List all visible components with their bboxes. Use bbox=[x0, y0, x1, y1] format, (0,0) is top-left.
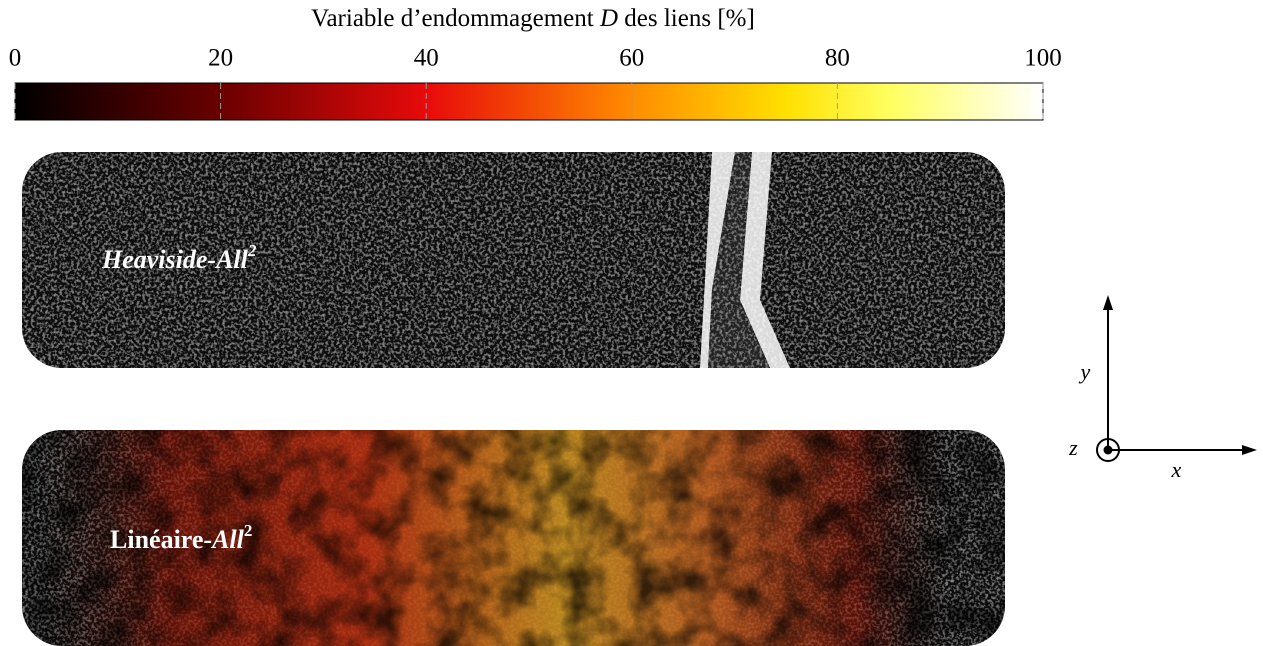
tick-label: 60 bbox=[619, 45, 644, 72]
axis-triad bbox=[1096, 302, 1250, 462]
simulation-panel bbox=[22, 430, 1005, 646]
arrow-head bbox=[1103, 295, 1113, 310]
label-text: Linéaire- bbox=[110, 525, 212, 554]
specimen bbox=[22, 152, 1005, 368]
colorbar-ticks: 0 20 40 60 80 100 bbox=[9, 45, 1062, 120]
tick-label: 20 bbox=[208, 45, 233, 72]
tick-label: 0 bbox=[9, 45, 22, 72]
crack-zone bbox=[708, 152, 770, 368]
crack bbox=[700, 152, 735, 368]
panel-label: Linéaire-All2 bbox=[110, 521, 252, 554]
axis-label: x⃗ bbox=[1171, 457, 1199, 482]
title-part: Variable d’endommagement bbox=[311, 5, 594, 32]
z-circle bbox=[1096, 438, 1120, 462]
label-text: All bbox=[210, 525, 245, 554]
panel-label: Heaviside-All2 bbox=[101, 241, 257, 274]
z-dot bbox=[1103, 445, 1113, 455]
tick-label: 80 bbox=[825, 45, 850, 72]
simulation-panel bbox=[22, 152, 1005, 368]
title-part: des liens [%] bbox=[624, 5, 755, 32]
tick-label: 100 bbox=[1024, 45, 1062, 72]
label-exponent: 2 bbox=[244, 521, 253, 540]
crack bbox=[740, 152, 790, 368]
axis-label: z⃗ bbox=[1068, 435, 1095, 460]
axis-label: y⃗ bbox=[1079, 359, 1108, 384]
tick-label: 40 bbox=[414, 45, 439, 72]
colorbar bbox=[14, 82, 1044, 121]
label-exponent: 2 bbox=[247, 241, 257, 260]
arrow-head bbox=[1242, 445, 1257, 455]
title-symbol: D bbox=[599, 5, 618, 32]
label-text: Heaviside-All bbox=[101, 245, 249, 274]
colorbar-title: Variable d’endommagement D des liens [%] bbox=[311, 5, 755, 32]
damage-texture bbox=[22, 430, 1005, 646]
